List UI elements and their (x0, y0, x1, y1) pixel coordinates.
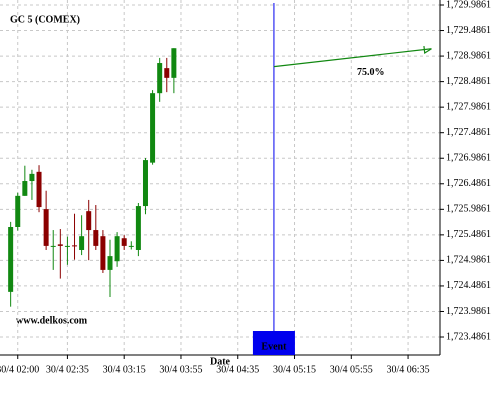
y-tick-label: 1,729.9861 (446, 0, 491, 10)
candle-body (64, 245, 70, 247)
event-box (252, 331, 295, 355)
candle-body (128, 245, 134, 247)
y-tick-label: 1,723.4861 (446, 331, 491, 342)
candle-body (57, 244, 63, 246)
x-axis-label: Date (210, 356, 231, 367)
y-tick-label: 1,729.4861 (446, 25, 491, 36)
candle-body (36, 171, 42, 208)
x-tick-label: 30/4 05:55 (330, 364, 373, 375)
x-tick-label: 30/4 03:55 (159, 364, 202, 375)
x-tick-label: 30/4 04:35 (216, 364, 259, 375)
y-tick-label: 1,727.9861 (446, 101, 491, 112)
arrow-label: 75.0% (357, 67, 385, 78)
candle-body (22, 181, 28, 196)
arrow-head (423, 46, 432, 55)
candle-body (135, 206, 141, 250)
arrow-line (273, 48, 432, 68)
x-tick-label: 30/4 05:15 (273, 364, 316, 375)
candle-body (15, 195, 21, 227)
candle-body (72, 245, 78, 247)
x-tick-label: 30/4 06:35 (387, 364, 430, 375)
y-tick-label: 1,726.4861 (446, 178, 491, 189)
candle-body (107, 256, 113, 270)
candle-body (157, 63, 163, 94)
y-tick-label: 1,725.9861 (446, 204, 491, 215)
candle-body (150, 93, 156, 163)
candle-body (114, 236, 120, 262)
candle-body (93, 230, 99, 246)
candle-body (8, 226, 14, 292)
y-tick-label: 1,728.4861 (446, 76, 491, 87)
x-tick-label: 30/4 03:15 (103, 364, 146, 375)
event-label: Event (261, 341, 287, 352)
candle-body (100, 236, 106, 270)
y-tick-label: 1,724.9861 (446, 255, 491, 266)
y-tick-label: 1,727.4861 (446, 127, 491, 138)
watermark: www.delkos.com (16, 315, 88, 326)
candle-body (50, 245, 56, 247)
y-tick-label: 1,728.9861 (446, 50, 491, 61)
candle-body (171, 48, 177, 78)
candle-body (79, 236, 85, 250)
y-tick-label: 1,723.9861 (446, 306, 491, 317)
y-tick-label: 1,726.9861 (446, 153, 491, 164)
candle-body (121, 238, 127, 246)
y-tick-label: 1,724.4861 (446, 280, 491, 291)
x-tick-label: 30/4 02:35 (46, 364, 89, 375)
candle-body (142, 160, 148, 207)
candle-body (86, 211, 92, 231)
x-tick-label: 30/4 02:00 (0, 364, 39, 375)
candle-body (164, 68, 170, 78)
chart-title: GC 5 (COMEX) (10, 14, 80, 25)
candle-body (29, 173, 35, 182)
y-tick-label: 1,725.4861 (446, 229, 491, 240)
candle-body (43, 209, 49, 246)
